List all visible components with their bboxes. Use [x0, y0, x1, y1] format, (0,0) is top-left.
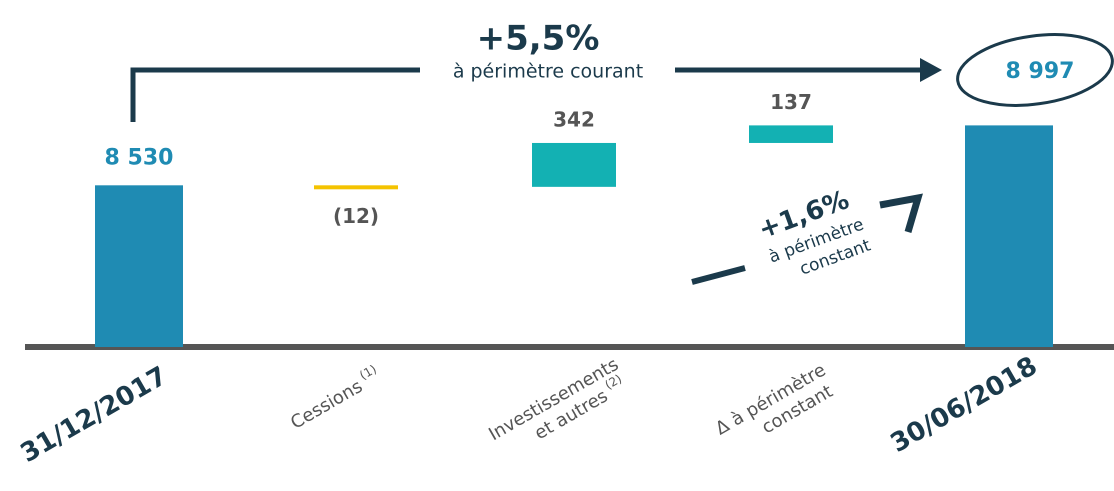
- x-tick-label-text: 31/12/2017: [15, 361, 172, 469]
- arrow-head: [879, 193, 923, 233]
- circle: [956, 33, 1114, 107]
- annotation-group: +1,6% à périmètre constant: [755, 185, 874, 280]
- x-tick-label-text: Cessions(1): [285, 362, 385, 434]
- value-label: 8 530: [105, 145, 174, 170]
- value-label: 342: [553, 107, 595, 131]
- arrow: [130, 67, 420, 122]
- value-label: 8 997: [1006, 59, 1075, 84]
- x-tick-label: 31/12/2017: [15, 361, 172, 469]
- bar: [532, 142, 616, 187]
- x-tick-label: Cessions(1): [285, 362, 385, 434]
- annotation-small: à périmètre courant: [453, 61, 643, 83]
- annotation-big: +5,5%: [477, 19, 600, 59]
- bar: [965, 125, 1053, 347]
- arrow-head: [920, 58, 942, 82]
- x-tick-label: 30/06/2018: [885, 351, 1042, 459]
- bar: [95, 185, 183, 347]
- x-tick-label-text: 30/06/2018: [885, 351, 1042, 459]
- value-label: 137: [770, 90, 812, 114]
- dash: [691, 265, 746, 285]
- x-tick-label-line: 30/06/2018: [885, 351, 1042, 459]
- value-label: (12): [333, 204, 379, 228]
- bar: [314, 185, 398, 190]
- x-tick-label-line: Cessions: [287, 376, 366, 434]
- bar: [749, 125, 833, 143]
- x-tick-label-line: 31/12/2017: [15, 361, 172, 469]
- footnote-ref: (1): [357, 362, 379, 383]
